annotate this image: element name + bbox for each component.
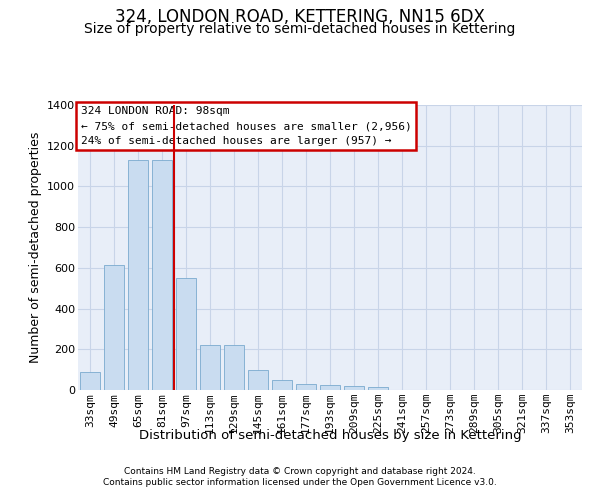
Bar: [176, 278, 196, 390]
Bar: [344, 386, 364, 390]
Text: 324 LONDON ROAD: 98sqm
← 75% of semi-detached houses are smaller (2,956)
24% of : 324 LONDON ROAD: 98sqm ← 75% of semi-det…: [80, 106, 411, 146]
Text: Size of property relative to semi-detached houses in Kettering: Size of property relative to semi-detach…: [85, 22, 515, 36]
Bar: [200, 345, 220, 390]
Y-axis label: Number of semi-detached properties: Number of semi-detached properties: [29, 132, 41, 363]
Text: Contains public sector information licensed under the Open Government Licence v3: Contains public sector information licen…: [103, 478, 497, 487]
Text: Contains HM Land Registry data © Crown copyright and database right 2024.: Contains HM Land Registry data © Crown c…: [124, 467, 476, 476]
Bar: [224, 345, 244, 390]
Bar: [296, 384, 316, 390]
Bar: [368, 387, 388, 390]
Bar: [80, 372, 100, 390]
Bar: [128, 160, 148, 390]
Text: Distribution of semi-detached houses by size in Kettering: Distribution of semi-detached houses by …: [139, 428, 521, 442]
Bar: [272, 380, 292, 390]
Bar: [248, 370, 268, 390]
Bar: [104, 265, 124, 390]
Bar: [320, 385, 340, 390]
Text: 324, LONDON ROAD, KETTERING, NN15 6DX: 324, LONDON ROAD, KETTERING, NN15 6DX: [115, 8, 485, 26]
Bar: [152, 160, 172, 390]
